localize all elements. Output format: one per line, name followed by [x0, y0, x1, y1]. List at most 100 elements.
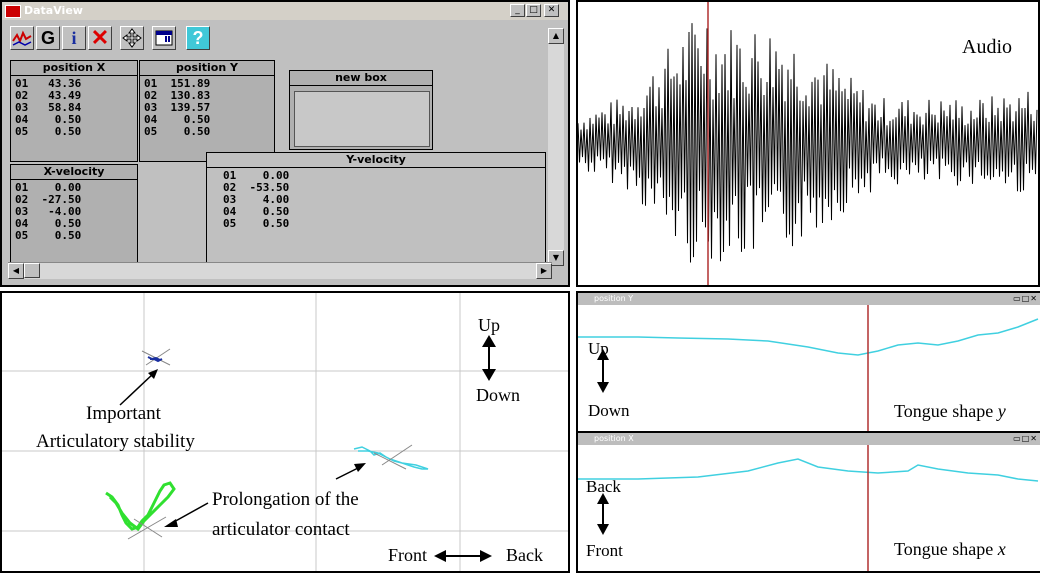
tongue-x-label-var: x	[997, 539, 1006, 559]
tongue-x-label-main: Tongue shape	[894, 539, 998, 559]
down-label: Down	[476, 385, 520, 405]
position-y-title: position Y	[140, 61, 274, 76]
new-box-title: new box	[290, 71, 432, 86]
audio-label: Audio	[962, 36, 1012, 58]
tongue-x-back-label: Back	[586, 477, 621, 496]
row: 04 0.50	[144, 113, 211, 126]
row: 02 -27.50	[15, 193, 82, 206]
trajectory-plot	[2, 293, 568, 571]
window-controls-icon[interactable]: ▭□✕	[1013, 294, 1038, 303]
row: 03 4.00	[223, 193, 290, 206]
row: 03 58.84	[15, 101, 82, 114]
scroll-thumb[interactable]	[24, 263, 40, 278]
g-button[interactable]: G	[36, 26, 60, 50]
row: 01 0.00	[223, 169, 290, 182]
annotation-prolongation: Prolongation of the	[212, 489, 359, 510]
cyan-trajectory	[353, 444, 429, 470]
position-x-box: position X 01 43.36 02 43.49 03 58.84 04…	[10, 60, 138, 162]
scroll-right-icon[interactable]: ▶	[536, 263, 552, 279]
blue-trajectory	[141, 348, 171, 366]
divider	[578, 431, 1040, 433]
row: 05 0.50	[15, 229, 82, 242]
up-down-arrow-icon	[597, 349, 609, 393]
front-back-arrow-icon	[434, 550, 492, 562]
tongue-x-plot	[578, 445, 1039, 571]
tongue-y-up-label: Up	[588, 339, 609, 358]
row: 05 0.50	[144, 125, 211, 138]
row: 04 0.50	[15, 113, 82, 126]
position-x-rows: 01 43.36 02 43.49 03 58.84 04 0.50 05 0.…	[11, 76, 137, 140]
info-button[interactable]: i	[62, 26, 86, 50]
row: 04 0.50	[15, 217, 82, 230]
maximize-button[interactable]: □	[526, 4, 541, 17]
row: 02 -53.50	[223, 181, 290, 194]
y-velocity-rows: 01 0.00 02 -53.50 03 4.00 04 0.50 05 0.5…	[207, 168, 545, 232]
window-icon[interactable]	[152, 26, 176, 50]
row: 03 139.57	[144, 101, 211, 114]
row: 03 -4.00	[15, 205, 82, 218]
annotation-stability: Articulatory stability	[36, 431, 195, 452]
tongue-y-down-label: Down	[588, 401, 630, 420]
tongue-y-label-var: y	[997, 401, 1006, 421]
help-button[interactable]: ?	[186, 26, 210, 50]
green-trajectory	[105, 481, 176, 540]
scroll-left-icon[interactable]: ◀	[8, 263, 24, 279]
scroll-down-icon[interactable]: ▼	[548, 250, 564, 266]
y-velocity-box: Y-velocity 01 0.00 02 -53.50 03 4.00 04 …	[206, 152, 546, 268]
vertical-scrollbar[interactable]: ▲ ▼	[548, 28, 564, 266]
tongue-shape-panel: position Y ▭□✕ Up Down Tongue shape y po…	[576, 291, 1040, 573]
row: 01 43.36	[15, 77, 82, 90]
dataview-window: DataView _ □ ✕ G i ✕ ? position X 01 43.…	[0, 0, 570, 287]
audio-waveform	[578, 2, 1038, 285]
new-box: new box	[289, 70, 433, 150]
y-velocity-title: Y-velocity	[207, 153, 545, 168]
tongue-y-plot	[578, 305, 1039, 433]
row: 02 130.83	[144, 89, 211, 102]
delete-button[interactable]: ✕	[88, 26, 112, 50]
row: 01 151.89	[144, 77, 211, 90]
graph-icon[interactable]	[10, 26, 34, 50]
row: 04 0.50	[223, 205, 290, 218]
up-down-arrow-icon	[482, 335, 496, 381]
position-y-rows: 01 151.89 02 130.83 03 139.57 04 0.50 05…	[140, 76, 274, 140]
position-y-titlebar[interactable]: position Y ▭□✕	[578, 293, 1040, 305]
tongue-y-label-main: Tongue shape	[894, 401, 998, 421]
x-velocity-title: X-velocity	[11, 165, 137, 180]
move-icon[interactable]	[120, 26, 144, 50]
minimize-button[interactable]: _	[510, 4, 525, 17]
audio-panel: Audio	[576, 0, 1040, 287]
annotation-contact: articulator contact	[212, 519, 350, 540]
position-x-window: position X ▭□✕ Back Front Tongue shape x	[578, 433, 1040, 571]
tongue-x-label: Tongue shape x	[894, 539, 1006, 560]
horizontal-scrollbar[interactable]: ◀ ▶	[8, 262, 552, 279]
dataview-titlebar[interactable]: DataView _ □ ✕	[2, 2, 568, 20]
window-title: DataView	[24, 4, 83, 17]
front-label: Front	[388, 545, 428, 565]
annotation-arrows	[119, 369, 366, 527]
scroll-up-icon[interactable]: ▲	[548, 28, 564, 44]
position-x-window-title: position X	[594, 434, 634, 443]
back-label: Back	[506, 545, 543, 565]
close-button[interactable]: ✕	[544, 4, 559, 17]
tongue-y-label: Tongue shape y	[894, 401, 1006, 422]
row: 05 0.50	[15, 125, 82, 138]
x-velocity-rows: 01 0.00 02 -27.50 03 -4.00 04 0.50 05 0.…	[11, 180, 137, 244]
position-y-window: position Y ▭□✕ Up Down Tongue shape y	[578, 293, 1040, 435]
position-y-window-title: position Y	[594, 294, 634, 303]
back-front-arrow-icon	[597, 493, 609, 535]
tongue-x-front-label: Front	[586, 541, 623, 560]
app-icon	[5, 5, 21, 18]
trajectory-panel: Up Down Important Articulatory stability…	[0, 291, 570, 573]
row: 02 43.49	[15, 89, 82, 102]
annotation-important: Important	[86, 403, 161, 424]
waveform-trace	[578, 23, 1038, 263]
x-velocity-box: X-velocity 01 0.00 02 -27.50 03 -4.00 04…	[10, 164, 138, 268]
row: 05 0.50	[223, 217, 290, 230]
position-y-box: position Y 01 151.89 02 130.83 03 139.57…	[139, 60, 275, 162]
row: 01 0.00	[15, 181, 82, 194]
position-x-title: position X	[11, 61, 137, 76]
window-controls-icon[interactable]: ▭□✕	[1013, 434, 1038, 443]
up-label: Up	[478, 315, 500, 335]
new-box-content	[294, 91, 430, 147]
position-x-titlebar[interactable]: position X ▭□✕	[578, 433, 1040, 445]
